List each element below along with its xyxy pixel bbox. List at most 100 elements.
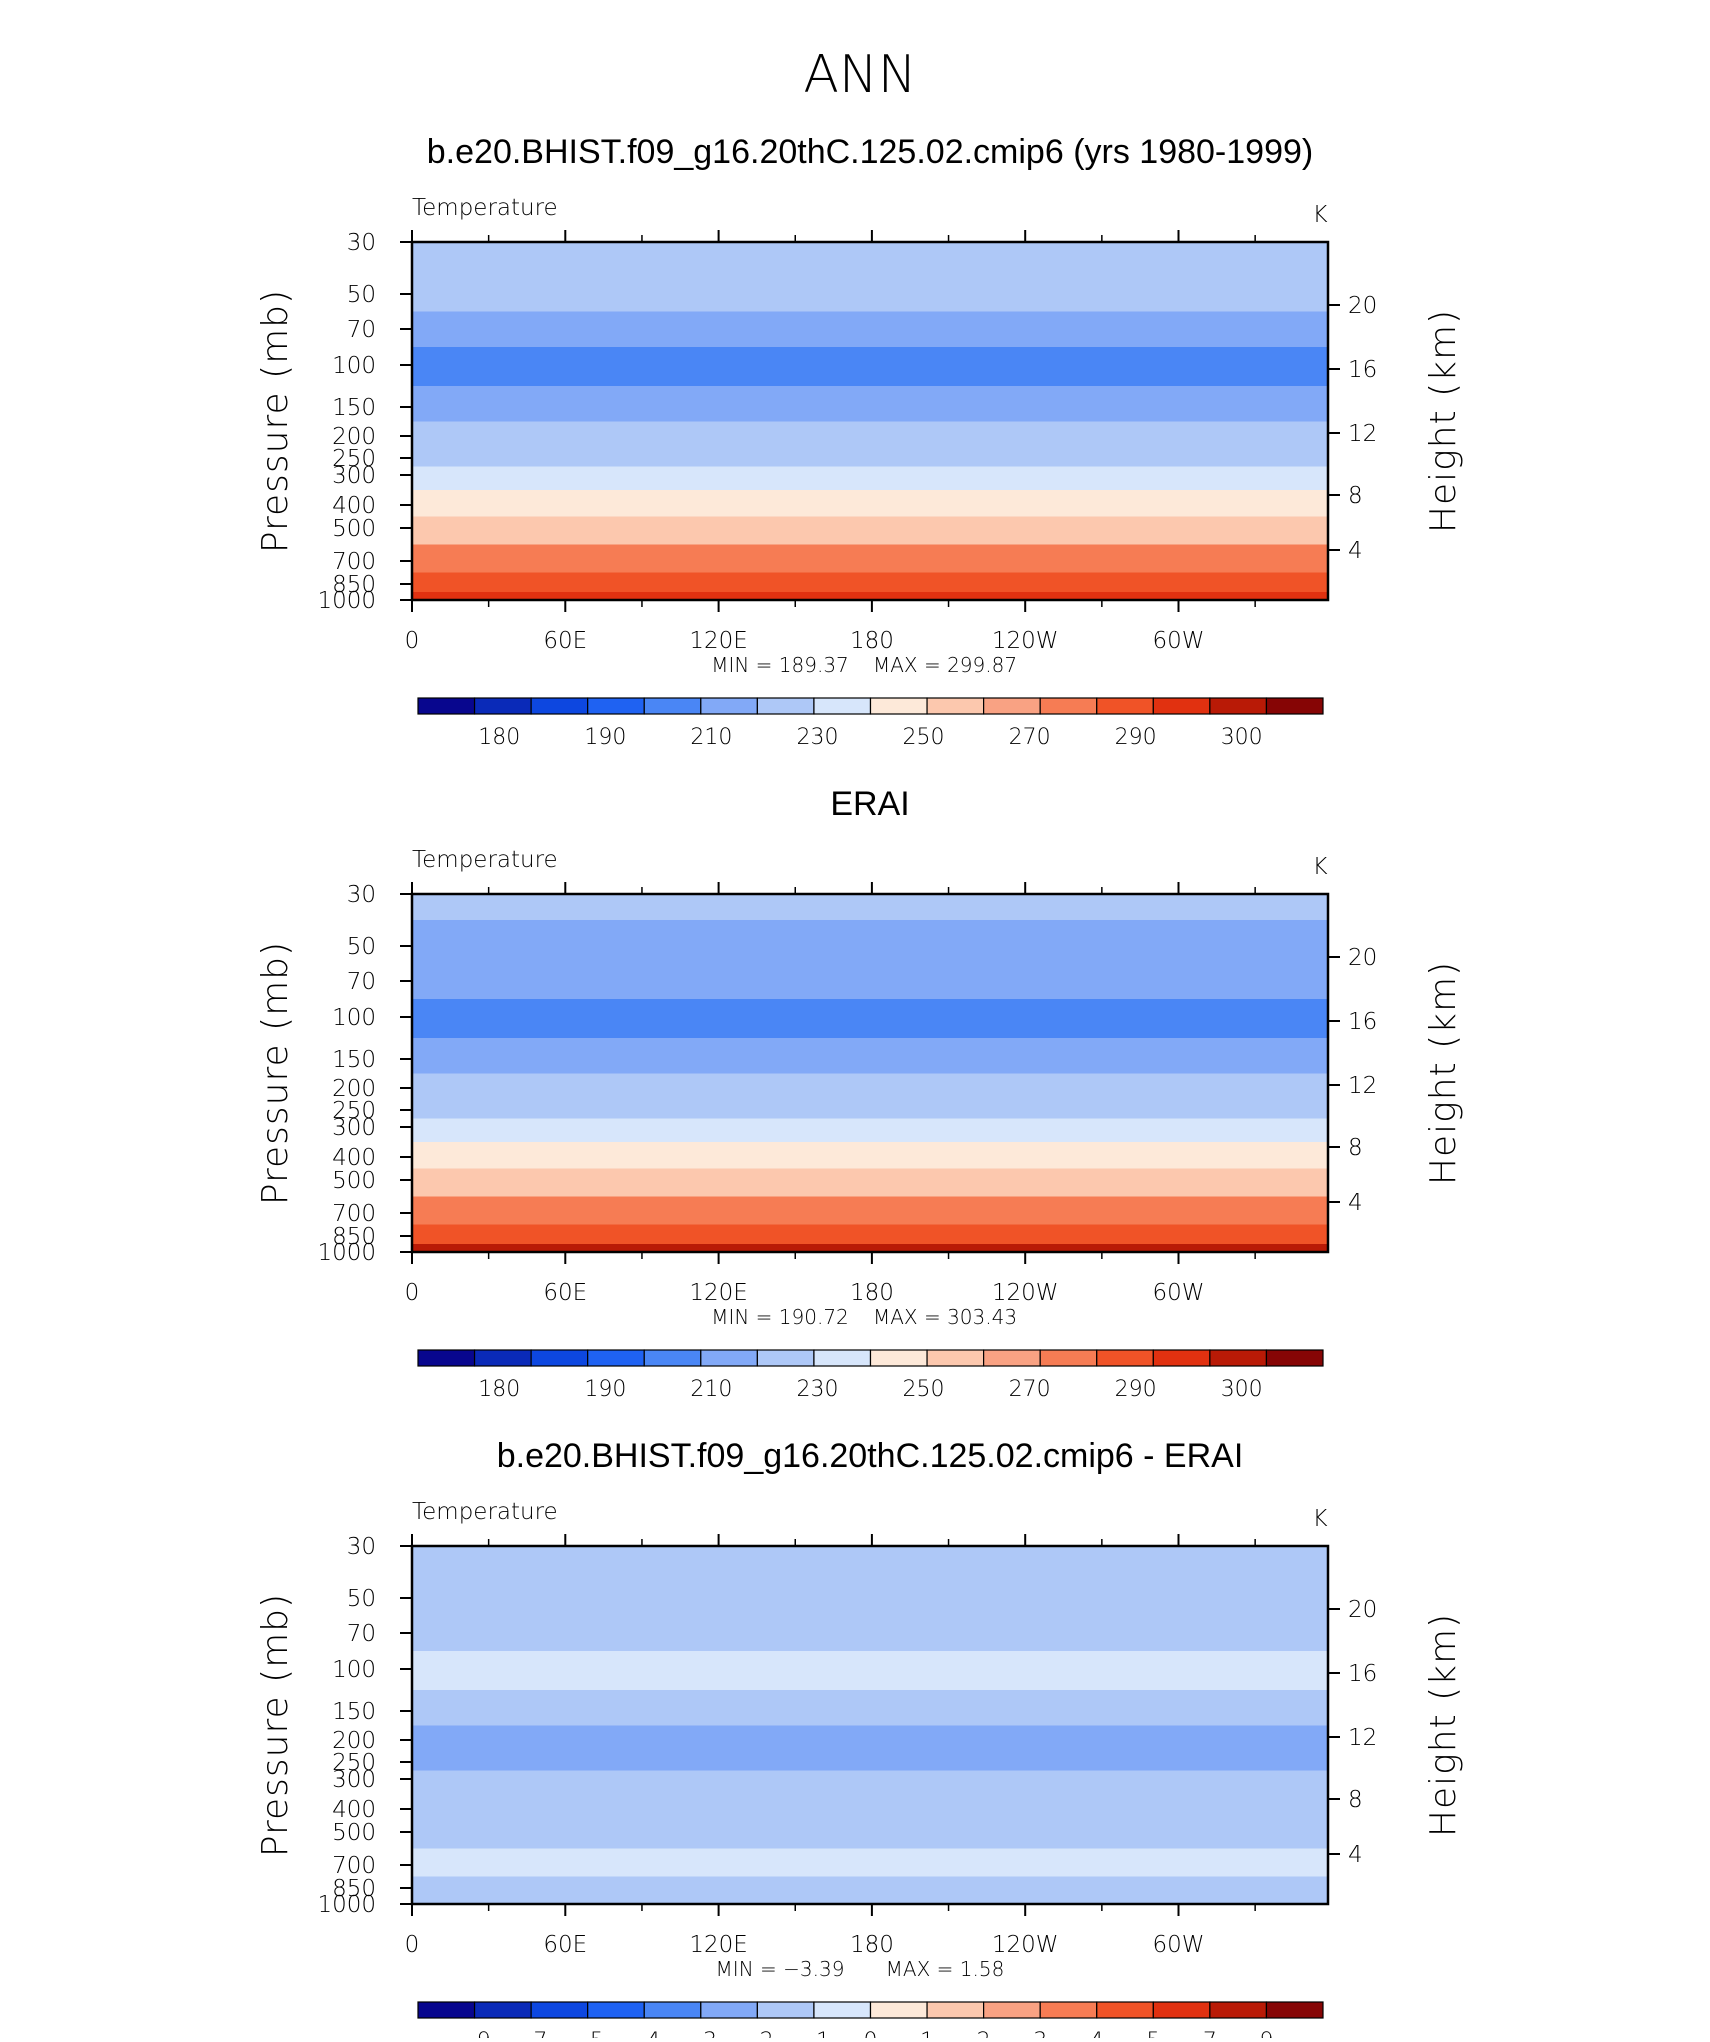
panel-title: ERAI bbox=[830, 785, 909, 823]
y-tick-label: 50 bbox=[347, 282, 376, 308]
colorbar-label: 3 bbox=[1033, 2029, 1047, 2038]
plot-frame bbox=[410, 1544, 1330, 1906]
panel-title: b.e20.BHIST.f09_g16.20thC.125.02.cmip6 (… bbox=[427, 133, 1313, 171]
colorbar-swatch bbox=[417, 697, 476, 715]
colorbar-label: 270 bbox=[1009, 725, 1051, 750]
plot-frame bbox=[410, 892, 1330, 1254]
units-label: K bbox=[1312, 854, 1327, 880]
level-band-500 bbox=[412, 516, 1328, 545]
y-tick-label: 300 bbox=[332, 1767, 376, 1793]
level-band-700 bbox=[412, 1848, 1328, 1877]
y-right-tick-label: 12 bbox=[1348, 421, 1377, 447]
colorbar-swatch bbox=[473, 1349, 532, 1367]
colorbar-swatch bbox=[756, 2001, 815, 2019]
level-band-850 bbox=[412, 1876, 1328, 1896]
y-right-tick-label: 4 bbox=[1348, 538, 1363, 564]
level-band-150 bbox=[412, 386, 1328, 422]
max-value: MAX = 303.43 bbox=[873, 1305, 1017, 1329]
colorbar-swatch bbox=[1152, 2001, 1211, 2019]
y-tick-label: 70 bbox=[347, 969, 376, 995]
colorbar-swatch bbox=[813, 697, 872, 715]
colorbar-label: 270 bbox=[1009, 1377, 1051, 1402]
y-tick-label: 1000 bbox=[317, 1892, 376, 1918]
colorbar-label: 5 bbox=[1146, 2029, 1160, 2038]
variable-label: Temperature bbox=[412, 195, 558, 221]
level-band-50 bbox=[412, 268, 1328, 312]
colorbar-label: 210 bbox=[690, 1377, 732, 1402]
x-tick-label: 120E bbox=[689, 628, 747, 654]
level-band-700 bbox=[412, 1196, 1328, 1225]
units-label: K bbox=[1312, 1506, 1327, 1532]
colorbar-swatch bbox=[417, 2001, 476, 2019]
y-tick-label: 30 bbox=[347, 230, 376, 256]
units-label: K bbox=[1312, 202, 1327, 228]
x-tick-label: 120E bbox=[689, 1280, 747, 1306]
colorbar-swatch bbox=[1039, 697, 1098, 715]
colorbar-swatch bbox=[983, 2001, 1041, 2019]
max-value: MAX = 299.87 bbox=[873, 653, 1017, 677]
y-tick-label: 700 bbox=[332, 549, 376, 575]
colorbar-swatch bbox=[1265, 2001, 1324, 2019]
colorbar-swatch bbox=[1209, 2001, 1268, 2019]
y-right-tick-label: 12 bbox=[1348, 1073, 1377, 1099]
colorbar-swatch bbox=[1039, 2001, 1098, 2019]
colorbar-label: −9 bbox=[458, 2029, 490, 2038]
y-tick-label: 100 bbox=[332, 1657, 376, 1683]
y-tick-label: 400 bbox=[332, 493, 376, 519]
colorbar-label: 300 bbox=[1221, 725, 1263, 750]
y-tick-label: 700 bbox=[332, 1201, 376, 1227]
colorbar-swatch bbox=[813, 1349, 872, 1367]
colorbar-label: 290 bbox=[1115, 1377, 1157, 1402]
level-band-200 bbox=[412, 1725, 1328, 1751]
colorbar-swatch bbox=[926, 1349, 985, 1367]
y-right-axis-label: Height (km) bbox=[1423, 961, 1464, 1185]
y-tick-label: 850 bbox=[332, 1876, 376, 1902]
level-band-150 bbox=[412, 1690, 1328, 1726]
colorbar-swatch bbox=[1152, 697, 1211, 715]
level-band-1000 bbox=[412, 1244, 1328, 1252]
x-tick-label: 60W bbox=[1152, 1280, 1204, 1306]
level-band-500 bbox=[412, 1820, 1328, 1849]
colorbar-swatch bbox=[643, 697, 702, 715]
x-tick-label: 120W bbox=[992, 1932, 1059, 1958]
y-tick-label: 150 bbox=[332, 1047, 376, 1073]
y-right-tick-label: 4 bbox=[1348, 1190, 1363, 1216]
colorbar-swatch bbox=[643, 2001, 702, 2019]
y-tick-label: 700 bbox=[332, 1853, 376, 1879]
y-right-axis-label: Height (km) bbox=[1423, 1613, 1464, 1837]
y-axis-label: Pressure (mb) bbox=[255, 941, 296, 1205]
colorbar-swatch bbox=[1096, 1349, 1154, 1367]
panels: b.e20.BHIST.f09_g16.20thC.125.02.cmip6 (… bbox=[255, 133, 1464, 2042]
y-axis-label: Pressure (mb) bbox=[255, 1593, 296, 1857]
y-right-tick-label: 16 bbox=[1348, 1661, 1377, 1687]
colorbar-label: 230 bbox=[796, 1377, 838, 1402]
y-right-tick-label: 8 bbox=[1348, 483, 1363, 509]
colorbar-swatch bbox=[417, 1349, 476, 1367]
level-band-70 bbox=[412, 963, 1328, 999]
colorbar-label: 300 bbox=[1221, 1377, 1263, 1402]
y-right-tick-label: 20 bbox=[1348, 945, 1377, 971]
y-tick-label: 30 bbox=[347, 1534, 376, 1560]
colorbar-swatch bbox=[983, 697, 1041, 715]
level-band-400 bbox=[412, 1794, 1328, 1821]
colorbar-label: 4 bbox=[1090, 2029, 1104, 2038]
y-tick-label: 500 bbox=[332, 1168, 376, 1194]
colorbar-label: 180 bbox=[478, 1377, 520, 1402]
y-tick-label: 250 bbox=[332, 1750, 376, 1776]
level-band-100 bbox=[412, 1651, 1328, 1690]
y-tick-label: 850 bbox=[332, 1224, 376, 1250]
colorbar-label: 180 bbox=[478, 725, 520, 750]
colorbar-label: 290 bbox=[1115, 725, 1157, 750]
level-band-250 bbox=[412, 1751, 1328, 1771]
colorbar-swatch bbox=[1152, 1349, 1211, 1367]
x-tick-label: 120E bbox=[689, 1932, 747, 1958]
level-band-100 bbox=[412, 347, 1328, 386]
y-right-tick-label: 20 bbox=[1348, 1597, 1377, 1623]
level-band-1000 bbox=[412, 592, 1328, 600]
level-band-300 bbox=[412, 466, 1328, 490]
y-tick-label: 200 bbox=[332, 424, 376, 450]
x-tick-label: 0 bbox=[405, 1280, 420, 1306]
y-tick-label: 100 bbox=[332, 353, 376, 379]
level-band-850 bbox=[412, 1224, 1328, 1244]
